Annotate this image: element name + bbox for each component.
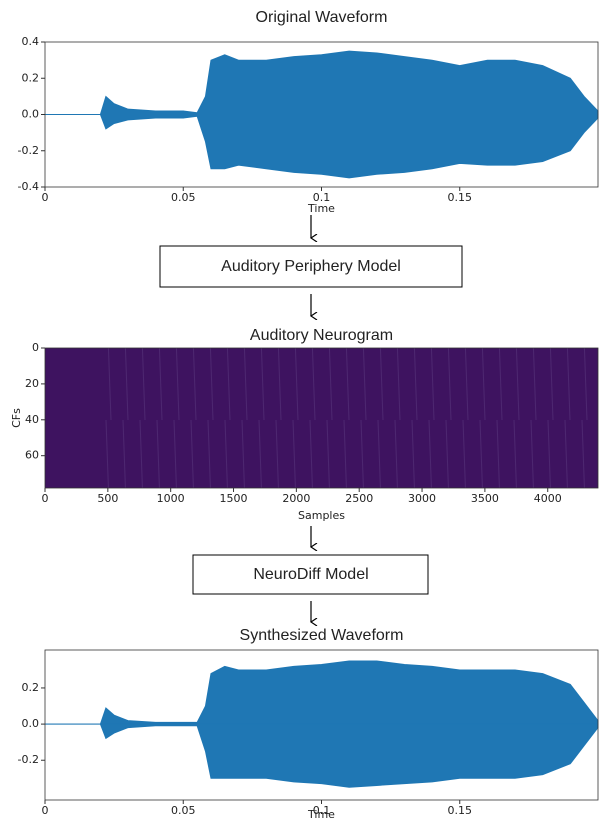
y-tick-label: -0.4	[18, 180, 39, 193]
waveform-envelope	[45, 660, 599, 725]
x-axis-label: Time	[307, 202, 335, 215]
x-tick-label: 0	[42, 492, 49, 505]
x-axis-label: Time	[307, 808, 335, 821]
y-tick-label: 0.0	[22, 108, 40, 121]
chart-title: Original Waveform	[256, 9, 388, 26]
x-tick-label: 4000	[534, 492, 562, 505]
x-tick-label: 0.05	[171, 191, 196, 204]
y-tick-label: 40	[25, 413, 39, 426]
y-axis-label: CFs	[10, 408, 23, 428]
y-tick-label: 20	[25, 377, 39, 390]
x-tick-label: 2000	[282, 492, 310, 505]
waveform-envelope	[45, 114, 599, 179]
waveform-envelope	[45, 50, 599, 115]
box-label: Auditory Periphery Model	[221, 258, 401, 275]
x-tick-label: 1500	[220, 492, 248, 505]
model-box	[192, 554, 429, 595]
y-tick-label: 0	[32, 341, 39, 354]
y-tick-label: 60	[25, 449, 39, 462]
x-tick-label: 0.05	[171, 804, 196, 817]
y-tick-label: -0.2	[18, 753, 39, 766]
x-tick-label: 3000	[408, 492, 436, 505]
x-tick-label: 0	[42, 804, 49, 817]
axes-frame	[44, 347, 599, 489]
x-tick-label: 0.15	[448, 804, 473, 817]
x-tick-label: 2500	[345, 492, 373, 505]
x-tick-label: 0.1	[313, 804, 331, 817]
y-tick-label: 0.2	[22, 71, 40, 84]
model-box	[159, 245, 463, 288]
x-axis-label: Samples	[298, 509, 345, 522]
chart-title: Synthesized Waveform	[240, 627, 404, 644]
y-tick-label: 0.4	[22, 35, 40, 48]
box-label: NeuroDiff Model	[253, 566, 368, 583]
x-tick-label: 0.1	[313, 191, 331, 204]
x-tick-label: 1000	[157, 492, 185, 505]
y-tick-label: 0.0	[22, 717, 40, 730]
chart-title: Auditory Neurogram	[250, 327, 393, 344]
y-tick-label: 0.2	[22, 681, 40, 694]
y-tick-label: -0.2	[18, 144, 39, 157]
neurogram-texture	[105, 348, 598, 488]
x-tick-label: 0	[42, 191, 49, 204]
waveform-envelope	[45, 723, 599, 788]
x-tick-label: 500	[97, 492, 118, 505]
x-tick-label: 0.15	[448, 191, 473, 204]
x-tick-label: 3500	[471, 492, 499, 505]
